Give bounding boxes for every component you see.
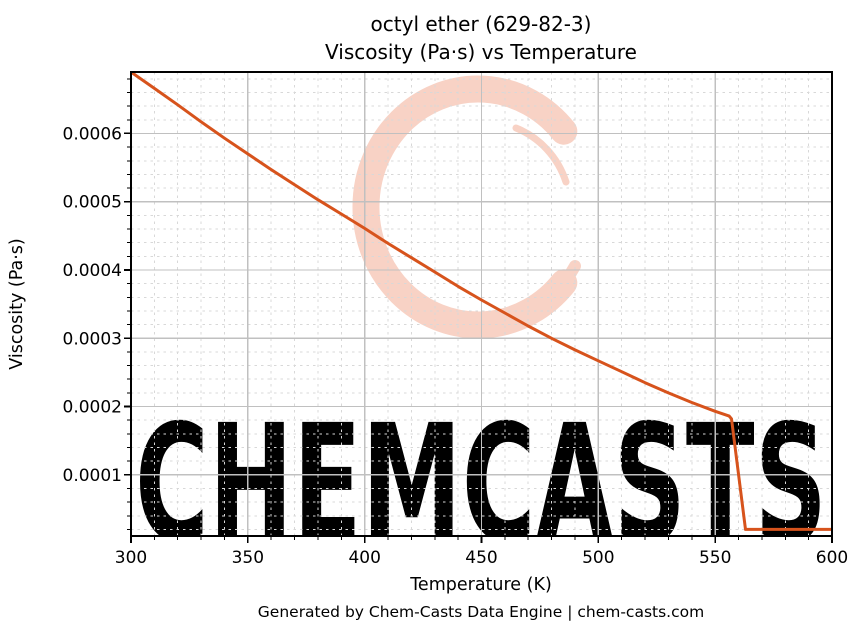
y-tick-label: 0.0001 (63, 466, 122, 486)
x-tick-label: 350 (232, 548, 264, 568)
x-tick-label: 600 (816, 548, 848, 568)
x-tick-label: 500 (582, 548, 614, 568)
chart-title-line1: octyl ether (629-82-3) (371, 12, 592, 36)
y-axis-label: Viscosity (Pa·s) (7, 238, 27, 369)
chemcasts-logo-icon (352, 75, 581, 339)
x-tick-label: 400 (348, 548, 380, 568)
axis-ticks (124, 78, 833, 543)
x-tick-label: 450 (465, 548, 497, 568)
footer-credit: Generated by Chem-Casts Data Engine | ch… (258, 603, 704, 621)
y-tick-label: 0.0005 (63, 193, 122, 213)
chart-title-line2: Viscosity (Pa·s) vs Temperature (325, 40, 637, 64)
x-tick-label: 300 (115, 548, 147, 568)
viscosity-curve (131, 72, 832, 531)
x-axis-label: Temperature (K) (409, 575, 552, 595)
axis-tick-labels: 300 350 400 450 500 550 600 0.0001 0.0002 0.0003 0… (63, 124, 849, 568)
y-tick-label: 0.0002 (63, 398, 122, 418)
y-tick-label: 0.0003 (63, 329, 122, 349)
y-tick-label: 0.0004 (63, 261, 122, 281)
y-tick-label: 0.0006 (63, 124, 122, 144)
x-tick-label: 550 (699, 548, 731, 568)
